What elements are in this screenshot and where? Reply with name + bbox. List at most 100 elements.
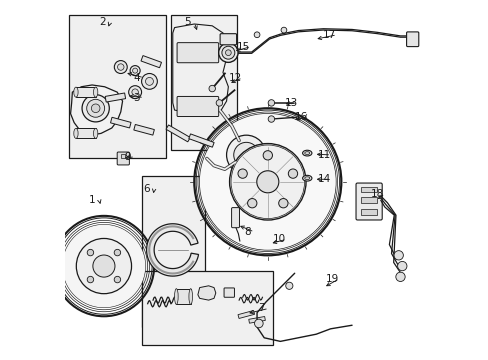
Polygon shape xyxy=(188,134,214,147)
Polygon shape xyxy=(238,310,254,319)
Ellipse shape xyxy=(302,150,311,156)
Bar xyxy=(69,15,165,158)
Ellipse shape xyxy=(304,152,309,154)
Circle shape xyxy=(130,66,140,76)
Circle shape xyxy=(145,77,153,85)
Bar xyxy=(171,15,237,149)
Polygon shape xyxy=(110,117,131,128)
Text: 16: 16 xyxy=(294,112,307,122)
Circle shape xyxy=(226,135,265,175)
Circle shape xyxy=(267,116,274,122)
Circle shape xyxy=(256,171,278,193)
Text: 19: 19 xyxy=(325,274,338,284)
Bar xyxy=(142,271,273,345)
Text: 5: 5 xyxy=(183,17,190,27)
FancyBboxPatch shape xyxy=(406,32,418,46)
Text: 4: 4 xyxy=(133,73,140,83)
Bar xyxy=(360,209,376,215)
FancyBboxPatch shape xyxy=(355,183,382,220)
FancyBboxPatch shape xyxy=(224,288,234,297)
Ellipse shape xyxy=(93,129,98,138)
Circle shape xyxy=(285,282,292,289)
Text: 15: 15 xyxy=(237,42,250,51)
Circle shape xyxy=(393,251,403,260)
Circle shape xyxy=(225,50,231,55)
Polygon shape xyxy=(198,286,215,300)
Circle shape xyxy=(247,199,256,208)
Bar xyxy=(76,129,96,138)
Circle shape xyxy=(263,151,272,160)
Circle shape xyxy=(218,43,238,62)
Ellipse shape xyxy=(302,175,311,181)
Text: 14: 14 xyxy=(317,174,330,184)
Circle shape xyxy=(142,73,157,89)
Text: 3: 3 xyxy=(133,93,140,103)
FancyBboxPatch shape xyxy=(177,42,218,63)
FancyBboxPatch shape xyxy=(231,208,239,228)
FancyBboxPatch shape xyxy=(220,34,236,45)
Text: 1: 1 xyxy=(89,195,95,205)
Circle shape xyxy=(128,86,142,99)
Circle shape xyxy=(254,319,263,328)
Bar xyxy=(360,197,376,203)
Circle shape xyxy=(278,199,287,208)
Circle shape xyxy=(397,261,406,271)
Circle shape xyxy=(208,85,215,92)
Circle shape xyxy=(87,249,94,256)
Circle shape xyxy=(132,68,137,73)
FancyBboxPatch shape xyxy=(117,152,129,165)
Circle shape xyxy=(199,113,335,250)
Circle shape xyxy=(114,60,127,73)
Circle shape xyxy=(238,169,247,178)
Circle shape xyxy=(93,255,115,277)
Text: 10: 10 xyxy=(272,234,285,244)
Circle shape xyxy=(132,89,138,95)
Circle shape xyxy=(76,238,131,294)
Polygon shape xyxy=(105,93,125,102)
Circle shape xyxy=(395,272,405,282)
Circle shape xyxy=(91,104,100,113)
Bar xyxy=(142,176,204,327)
Polygon shape xyxy=(70,85,122,135)
Text: 9: 9 xyxy=(124,152,131,162)
Bar xyxy=(76,87,96,97)
Circle shape xyxy=(254,32,260,38)
Circle shape xyxy=(114,276,121,283)
Circle shape xyxy=(114,249,121,256)
Text: 8: 8 xyxy=(244,227,250,237)
Polygon shape xyxy=(141,55,161,68)
Circle shape xyxy=(281,27,286,33)
Polygon shape xyxy=(172,24,228,114)
Bar xyxy=(121,154,125,158)
Text: 6: 6 xyxy=(143,184,150,194)
Circle shape xyxy=(288,169,297,178)
Bar xyxy=(176,289,190,305)
Text: 18: 18 xyxy=(370,189,384,199)
Circle shape xyxy=(229,144,305,220)
Text: 17: 17 xyxy=(323,30,336,40)
Circle shape xyxy=(86,99,104,117)
Circle shape xyxy=(62,224,145,308)
Circle shape xyxy=(82,95,109,122)
Ellipse shape xyxy=(174,289,178,305)
Circle shape xyxy=(222,46,234,59)
Text: 2: 2 xyxy=(100,17,106,27)
FancyBboxPatch shape xyxy=(177,96,218,117)
Ellipse shape xyxy=(74,87,78,97)
Polygon shape xyxy=(134,125,154,135)
Text: 12: 12 xyxy=(228,73,242,83)
Polygon shape xyxy=(248,316,265,323)
Text: 7: 7 xyxy=(258,303,264,314)
Circle shape xyxy=(267,100,274,106)
Ellipse shape xyxy=(74,129,78,138)
Ellipse shape xyxy=(188,289,192,305)
Polygon shape xyxy=(166,125,190,142)
Text: 11: 11 xyxy=(317,150,330,160)
Circle shape xyxy=(87,276,94,283)
Text: 13: 13 xyxy=(284,98,297,108)
Polygon shape xyxy=(146,224,198,276)
Bar xyxy=(360,187,376,193)
Ellipse shape xyxy=(93,87,98,97)
Circle shape xyxy=(216,100,222,106)
Circle shape xyxy=(117,64,124,70)
